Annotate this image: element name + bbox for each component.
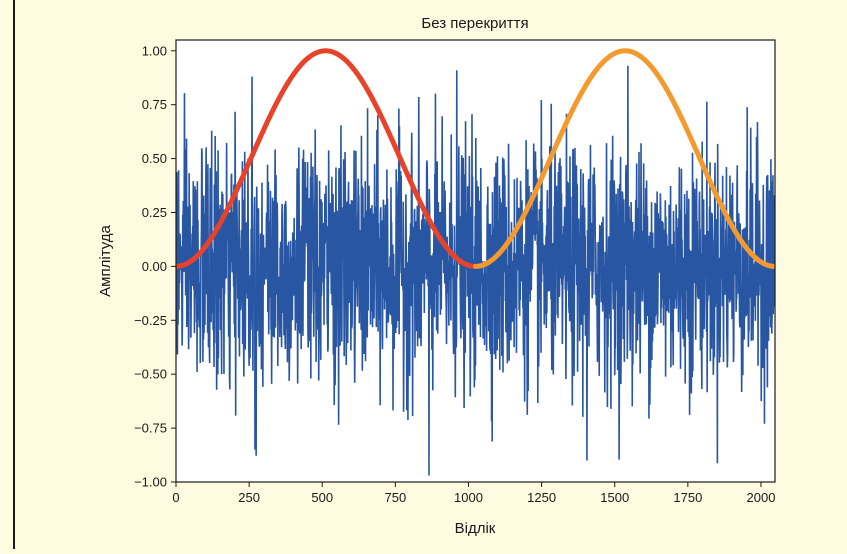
chart-title: Без перекриття [421, 15, 528, 32]
x-tick-label: 1500 [600, 490, 629, 505]
series-layer [176, 48, 775, 476]
x-tick-label: 0 [172, 490, 179, 505]
y-tick-label: −1.00 [134, 475, 167, 490]
window-curve-1 [176, 48, 478, 269]
y-tick-label: 0.50 [142, 151, 167, 166]
x-tick-label: 2000 [747, 490, 776, 505]
x-tick-label: 750 [385, 490, 407, 505]
x-tick-label: 1250 [527, 490, 556, 505]
x-tick-label: 500 [311, 490, 333, 505]
y-tick-label: 0.25 [142, 205, 167, 220]
window-curve-2 [473, 48, 775, 269]
x-tick-label: 1000 [454, 490, 483, 505]
y-tick-label: 0.00 [142, 259, 167, 274]
y-tick-label: −0.25 [134, 313, 167, 328]
noise-signal-line [176, 65, 775, 476]
left-border-rule [13, 0, 15, 549]
x-axis-label: Відлік [455, 520, 496, 537]
x-tick-label: 1750 [673, 490, 702, 505]
y-tick-label: 0.75 [142, 97, 167, 112]
plot-frame [175, 39, 776, 483]
tick-layer: 0 250 500 750 1000 1250 1500 1750 2000 −1.00 −0.75… [134, 43, 775, 505]
y-tick-label: −0.75 [134, 421, 167, 436]
x-tick-label: 250 [238, 490, 260, 505]
y-tick-label: 1.00 [142, 43, 167, 58]
y-axis-label: Амплітуда [97, 225, 114, 297]
y-tick-label: −0.50 [134, 367, 167, 382]
